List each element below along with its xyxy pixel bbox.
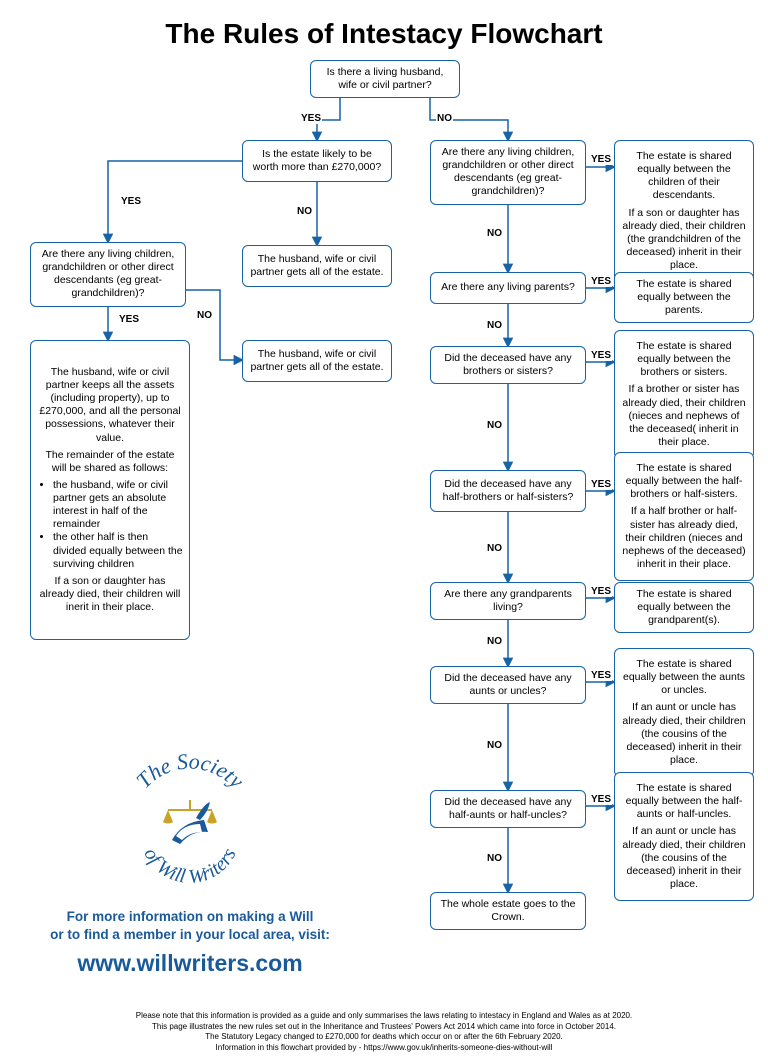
edge-label-q2-q3: YES: [120, 196, 142, 207]
flowchart-node-q1: Is there a living husband, wife or civil…: [310, 60, 460, 98]
flowchart-node-r5: The estate is shared equally between the…: [614, 272, 754, 323]
svg-text:The Society: The Society: [131, 750, 249, 793]
flowchart-node-q9: Did the deceased have any aunts or uncle…: [430, 666, 586, 704]
flowchart-node-r3a: The husband, wife or civil partner gets …: [242, 245, 392, 287]
edge-label-q9-q10: NO: [486, 740, 503, 751]
flowchart-node-r3yes: The husband, wife or civil partner keeps…: [30, 340, 190, 640]
footnote-line: This page illustrates the new rules set …: [24, 1022, 744, 1032]
edge-q3-r3b: [186, 290, 242, 360]
edge-label-q2-r3a: NO: [296, 206, 313, 217]
flowchart-node-q10: Did the deceased have any half-aunts or …: [430, 790, 586, 828]
flowchart-node-q8: Are there any grandparents living?: [430, 582, 586, 620]
edge-label-q10-crown: NO: [486, 853, 503, 864]
flowchart-node-r10: The estate is shared equally between the…: [614, 772, 754, 901]
flowchart-node-r3b: The husband, wife or civil partner gets …: [242, 340, 392, 382]
edge-label-q8-q9: NO: [486, 636, 503, 647]
flowchart-node-r6: The estate is shared equally between the…: [614, 330, 754, 459]
edge-label-q1-q2: YES: [300, 113, 322, 124]
flowchart-node-crown: The whole estate goes to the Crown.: [430, 892, 586, 930]
flowchart-node-q7: Did the deceased have any half-brothers …: [430, 470, 586, 512]
edge-label-q4-q5: NO: [486, 228, 503, 239]
footnote-line: Information in this flowchart provided b…: [24, 1043, 744, 1053]
edge-label-q6-r6: YES: [590, 350, 612, 361]
flowchart-node-q6: Did the deceased have any brothers or si…: [430, 346, 586, 384]
edge-label-q5-q6: NO: [486, 320, 503, 331]
society-logo: The Society of Will Writers: [115, 750, 265, 900]
svg-text:of Will Writers: of Will Writers: [139, 844, 240, 888]
flowchart-node-q3: Are there any living children, grandchil…: [30, 242, 186, 307]
edge-label-q7-r7: YES: [590, 479, 612, 490]
flowchart-node-q2: Is the estate likely to be worth more th…: [242, 140, 392, 182]
footnotes: Please note that this information is pro…: [0, 1011, 768, 1053]
footnote-line: The Statutory Legacy changed to £270,000…: [24, 1032, 744, 1042]
edge-label-q5-r5: YES: [590, 276, 612, 287]
flowchart-node-r4: The estate is shared equally between the…: [614, 140, 754, 282]
edge-label-q10-r10: YES: [590, 794, 612, 805]
footnote-line: Please note that this information is pro…: [24, 1011, 744, 1021]
edge-label-q3-r3b: NO: [196, 310, 213, 321]
flowchart-node-q4: Are there any living children, grandchil…: [430, 140, 586, 205]
flowchart-node-q5: Are there any living parents?: [430, 272, 586, 304]
flowchart-node-r7: The estate is shared equally between the…: [614, 452, 754, 581]
flowchart-node-r8: The estate is shared equally between the…: [614, 582, 754, 633]
edge-label-q4-r4: YES: [590, 154, 612, 165]
edge-label-q6-q7: NO: [486, 420, 503, 431]
logo-text-bottom: of Will Writers: [139, 844, 240, 888]
edge-label-q8-r8: YES: [590, 586, 612, 597]
cta-line-1: For more information on making a Will: [50, 908, 330, 926]
logo-text-top: The Society: [131, 750, 249, 793]
cta-url: www.willwriters.com: [50, 950, 330, 977]
cta-line-2: or to find a member in your local area, …: [50, 926, 330, 944]
edge-label-q3-r3yes: YES: [118, 314, 140, 325]
edge-label-q7-q8: NO: [486, 543, 503, 554]
logo-cta-block: The Society of Will Writers For more inf…: [50, 750, 330, 977]
flowchart-node-r9: The estate is shared equally between the…: [614, 648, 754, 777]
edge-label-q1-q4: NO: [436, 113, 453, 124]
edge-label-q9-r9: YES: [590, 670, 612, 681]
